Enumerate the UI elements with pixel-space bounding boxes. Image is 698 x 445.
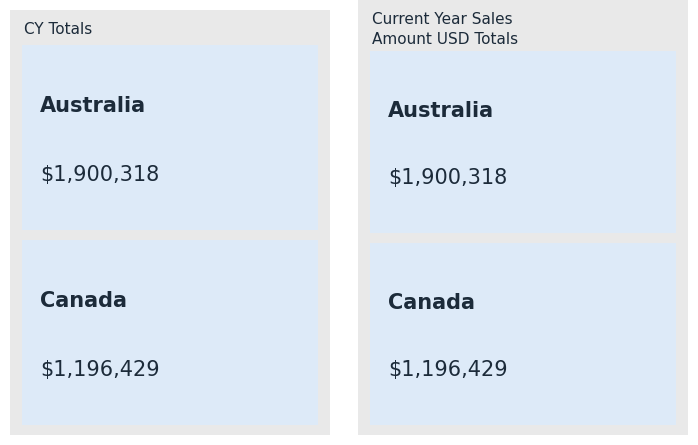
FancyBboxPatch shape (22, 45, 318, 230)
FancyBboxPatch shape (10, 10, 330, 435)
Text: $1,196,429: $1,196,429 (40, 360, 160, 380)
Text: Australia: Australia (40, 97, 146, 117)
Text: CY Totals: CY Totals (24, 22, 92, 37)
FancyBboxPatch shape (370, 243, 676, 425)
Text: $1,900,318: $1,900,318 (388, 168, 507, 188)
FancyBboxPatch shape (358, 0, 688, 435)
Text: $1,900,318: $1,900,318 (40, 165, 159, 185)
Text: Australia: Australia (388, 101, 494, 121)
Text: Canada: Canada (40, 291, 127, 311)
Text: Current Year Sales
Amount USD Totals: Current Year Sales Amount USD Totals (372, 12, 518, 47)
Text: $1,196,429: $1,196,429 (388, 360, 507, 380)
FancyBboxPatch shape (370, 51, 676, 233)
FancyBboxPatch shape (22, 240, 318, 425)
Text: Canada: Canada (388, 293, 475, 313)
